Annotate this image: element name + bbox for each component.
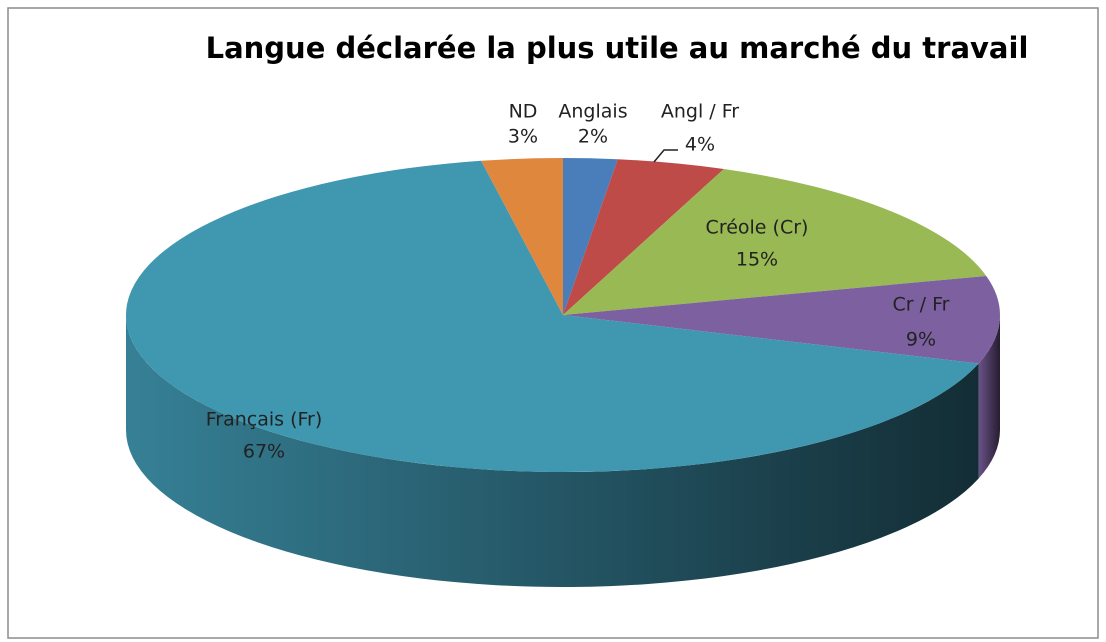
chart-title: Langue déclarée la plus utile au marché … [206,31,1029,65]
value-label: 2% [578,126,608,148]
pie-slice [563,169,987,315]
value-label: 9% [906,329,936,351]
pie-slice [563,159,724,315]
category-label: Français (Fr) [206,409,323,431]
pie-slice [125,160,979,473]
pie-slice [563,158,618,315]
pie-sides [126,315,1000,587]
pie-slice [481,158,563,315]
category-label: ND [509,101,538,123]
category-label: Anglais [558,101,627,123]
pie-side [126,315,979,587]
pie-side [978,315,1000,479]
value-label: 4% [685,134,715,156]
category-label: Angl / Fr [661,101,739,123]
value-label: 67% [243,441,285,463]
category-label: Créole (Cr) [706,217,809,239]
pie-slice [563,275,1000,364]
pie-tops [125,158,1000,473]
leader-line [653,149,678,163]
value-label: 3% [508,126,538,148]
value-label: 15% [736,249,778,271]
data-labels: Anglais 2% Angl / Fr 4% Créole (Cr) 15% Cr / F… [206,101,950,463]
category-label: Cr / Fr [893,294,950,316]
